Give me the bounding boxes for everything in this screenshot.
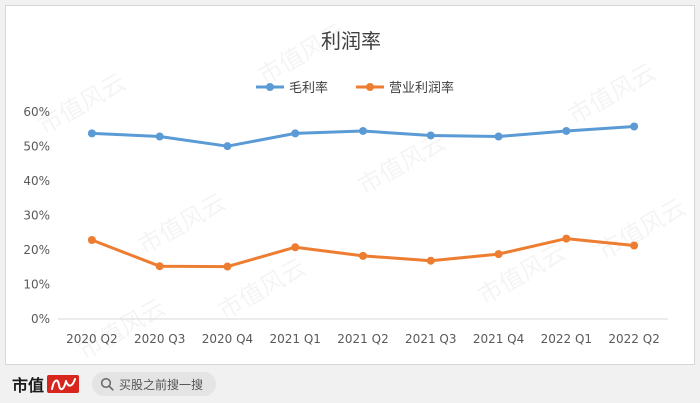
brand-logo[interactable]: 市值: [12, 371, 80, 397]
legend-item: 毛利率: [256, 80, 328, 96]
x-tick-label: 2020 Q2: [66, 332, 117, 346]
y-tick-label: 30%: [23, 209, 50, 223]
series-group: [87, 122, 639, 151]
x-tick-label: 2021 Q2: [337, 332, 388, 346]
legend-swatch-marker: [366, 83, 374, 91]
legend-label: 毛利率: [289, 80, 328, 96]
data-point: [291, 243, 300, 252]
legend: 毛利率 营业利润率: [256, 80, 454, 96]
data-point: [630, 241, 639, 250]
y-tick-label: 40%: [23, 174, 50, 188]
data-point: [155, 262, 164, 271]
watermark-text: 市值风云: [133, 188, 230, 260]
data-point: [426, 256, 435, 265]
data-point: [494, 132, 503, 141]
watermark-text: 市值风云: [73, 293, 170, 365]
search-icon: [100, 377, 114, 391]
x-tick-label: 2021 Q3: [405, 332, 456, 346]
data-point: [426, 131, 435, 140]
data-point: [223, 262, 232, 271]
y-axis: 0% 10% 20% 30% 40% 50% 60%: [23, 105, 50, 326]
y-tick-label: 60%: [23, 105, 50, 119]
x-tick-label: 2021 Q4: [473, 332, 524, 346]
data-point: [291, 129, 300, 138]
x-tick-label: 2022 Q1: [541, 332, 592, 346]
x-tick-label: 2020 Q3: [134, 332, 185, 346]
y-tick-label: 10%: [23, 278, 50, 292]
series-group: [87, 234, 639, 271]
x-tick-label: 2022 Q2: [608, 332, 659, 346]
series-layer: [87, 122, 639, 271]
x-tick-label: 2021 Q1: [270, 332, 321, 346]
data-point: [562, 126, 571, 135]
y-tick-label: 50%: [23, 140, 50, 154]
data-point: [359, 126, 367, 135]
footer-bar: 市值 买股之前搜一搜: [0, 365, 700, 403]
legend-label: 营业利润率: [389, 80, 454, 96]
data-point: [630, 122, 639, 131]
data-point: [87, 235, 96, 244]
data-point: [223, 142, 232, 151]
watermark-text: 市值风云: [353, 128, 450, 200]
chart-card: 市值风云 市值风云 市值风云 市值风云 市值风云 市值风云 市值风云 市值风云 市值风云 利润率…: [5, 5, 695, 365]
search-box[interactable]: 买股之前搜一搜: [92, 372, 216, 396]
watermark-text: 市值风云: [563, 58, 660, 130]
brand-script-logo: [47, 375, 80, 393]
data-point: [155, 132, 164, 141]
y-tick-label: 0%: [31, 312, 50, 326]
data-point: [359, 251, 367, 260]
legend-item: 营业利润率: [356, 80, 454, 96]
y-tick-label: 20%: [23, 243, 50, 257]
data-point: [562, 234, 571, 243]
brand-name: 市值: [12, 376, 45, 395]
chart-title: 利润率: [321, 29, 381, 53]
watermark-text: 市值风云: [593, 193, 690, 265]
x-tick-label: 2020 Q4: [202, 332, 253, 346]
data-point: [87, 129, 96, 138]
search-text: 买股之前搜一搜: [119, 377, 204, 392]
legend-swatch-marker: [266, 83, 274, 91]
x-axis: 2020 Q2 2020 Q3 2020 Q4 2021 Q1 2021 Q2 2021 …: [66, 332, 660, 346]
data-point: [494, 250, 503, 259]
